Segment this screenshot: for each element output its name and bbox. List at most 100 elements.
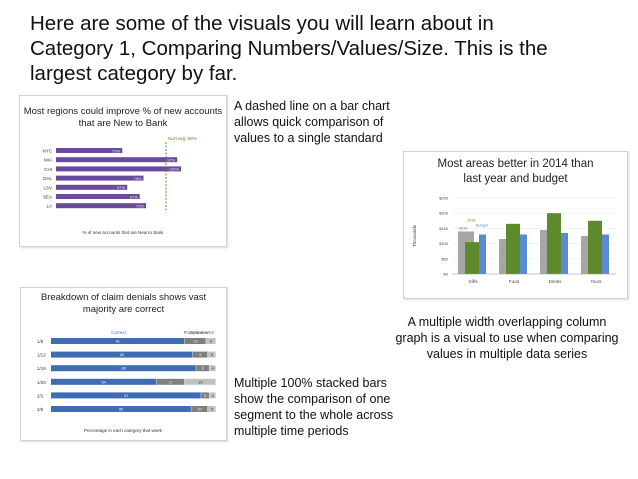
- segment-value-label: 5: [211, 353, 213, 357]
- segment-value-label: 5: [211, 408, 213, 412]
- stacked-segment: [184, 338, 206, 344]
- category-label: 1/26: [37, 380, 46, 385]
- y-tick-label: $50: [441, 256, 448, 261]
- segment-value-label: 13: [193, 340, 197, 344]
- column-2014: [588, 220, 602, 274]
- bar-value-label: 100%: [169, 167, 180, 172]
- stacked-segment: [206, 338, 216, 344]
- y-tick-label: $250: [439, 196, 449, 201]
- y-tick-label: $200: [439, 211, 449, 216]
- stacked-segment: [184, 378, 216, 385]
- category-label: LA: [46, 204, 52, 209]
- y-tick-label: $0: [444, 272, 449, 277]
- segment-value-label: 88: [121, 367, 125, 371]
- chart-title-line: Most areas better in 2014 than: [437, 158, 594, 170]
- stacked-segment: [192, 351, 208, 358]
- bar-value-label: 67%: [130, 194, 138, 199]
- column-budget: [602, 234, 609, 274]
- stacked-segment: [207, 351, 216, 358]
- x-axis-title: % of new accounts that are New to Bank: [82, 230, 164, 235]
- stacked-segment: [209, 365, 216, 372]
- stacked-segment: [51, 378, 157, 385]
- caption-line: graph is a visual to use when comparing: [395, 331, 619, 345]
- segment-value-label: 64: [102, 380, 106, 384]
- caption-stacked-bars: Multiple 100% stacked bars show the comp…: [234, 375, 393, 439]
- caption-line: values to a single standard: [234, 131, 383, 145]
- chart-title: Most regions could improve % of new acco…: [20, 106, 226, 130]
- dashed-line-bar-chart: NYC 53% MIA 97% CHI 100% DAL 70% LSV 57% SEA 67% LA 7…: [42, 136, 197, 235]
- legend-process-error: Process error: [184, 330, 210, 335]
- chart-title-line: last year and budget: [463, 173, 568, 185]
- category-label: Food: [509, 279, 520, 284]
- category-label: DAL: [43, 176, 52, 181]
- stacked-bar-chart-panel: Breakdown of claim denials shows vast ma…: [20, 287, 227, 441]
- bar-value-label: 57%: [117, 185, 125, 190]
- bar-value-label: 97%: [167, 158, 175, 163]
- stacked-segment: [191, 406, 208, 412]
- bar: [56, 166, 181, 172]
- segment-value-label: 9: [199, 353, 201, 357]
- segment-value-label: 91: [124, 394, 128, 398]
- caption-line: A dashed line on a bar chart: [234, 99, 390, 113]
- y-tick-label: $150: [439, 226, 449, 231]
- slide-title: Here are some of the visuals you will le…: [30, 11, 630, 86]
- category-label: MIA: [44, 158, 52, 163]
- segment-value-label: 85: [119, 408, 123, 412]
- caption-line: values in multiple data series: [426, 347, 588, 361]
- stacked-segment: [51, 392, 201, 399]
- stacked-segment: [209, 392, 216, 399]
- bar-value-label: 70%: [133, 176, 141, 181]
- legend-correct: Correct: [111, 330, 127, 335]
- bar: [56, 148, 123, 153]
- reference-label: Nat'l avg: 88%: [168, 136, 197, 141]
- chart-title: Breakdown of claim denials shows vast ma…: [21, 292, 226, 316]
- slide-title-line: largest category by far.: [30, 62, 238, 85]
- chart-title-line: Most regions could improve % of new acco…: [23, 106, 223, 117]
- category-label: SEA: [43, 195, 52, 200]
- segment-value-label: 5: [204, 394, 206, 398]
- category-label: CHI: [44, 167, 52, 172]
- segment-value-label: 4: [212, 394, 214, 398]
- stacked-segment: [51, 338, 185, 344]
- category-label: Gifts: [468, 279, 478, 284]
- bar: [56, 194, 140, 199]
- caption-dashed-line: A dashed line on a bar chart allows quic…: [234, 98, 390, 146]
- segment-value-label: 86: [120, 353, 124, 357]
- segment-value-label: 17: [169, 380, 173, 384]
- stacked-segment: [201, 392, 209, 399]
- stacked-segment: [51, 365, 196, 372]
- segment-value-label: 6: [210, 340, 212, 344]
- slide-title-line: Category 1, Comparing Numbers/Values/Siz…: [30, 37, 548, 60]
- caption-line: A multiple width overlapping column: [407, 315, 607, 329]
- caption-line: Multiple 100% stacked bars: [234, 376, 387, 390]
- column-2014: [465, 242, 479, 274]
- chart-title-line: Breakdown of claim denials shows vast: [40, 292, 207, 303]
- column-2014: [506, 223, 520, 274]
- column-budget: [520, 234, 527, 274]
- stacked-segment: [207, 406, 216, 412]
- overlapping-column-chart-panel: Most areas better in 2014 than last year…: [403, 151, 628, 299]
- segment-value-label: 10: [197, 408, 201, 412]
- y-tick-label: $100: [439, 241, 449, 246]
- series-label-budget: Budget: [476, 223, 489, 227]
- stacked-segment: [51, 351, 193, 358]
- overlapping-column-chart: $0 $50 $100 $150 $200 $250 Thousands Gifts Food D…: [412, 196, 616, 284]
- chart-title-line: majority are correct: [82, 304, 165, 315]
- column-2014: [547, 213, 561, 274]
- category-label: Tours: [590, 279, 602, 284]
- stacked-segment: [51, 406, 191, 412]
- stacked-segment: [156, 378, 185, 385]
- series-label-2014: 2014: [467, 218, 475, 222]
- caption-line: show the comparison of one: [234, 392, 391, 406]
- segment-value-label: 4: [212, 367, 214, 371]
- legend-system-error: System error: [190, 330, 215, 335]
- caption-line: multiple time periods: [234, 424, 349, 438]
- bar: [56, 157, 178, 163]
- caption-column-graph: A multiple width overlapping column grap…: [378, 314, 636, 362]
- slide-title-line: Here are some of the visuals you will le…: [30, 12, 494, 35]
- segment-value-label: 81: [116, 340, 120, 344]
- category-label: 1/5: [37, 339, 44, 344]
- y-axis-title: Thousands: [412, 224, 417, 247]
- bar: [56, 184, 128, 190]
